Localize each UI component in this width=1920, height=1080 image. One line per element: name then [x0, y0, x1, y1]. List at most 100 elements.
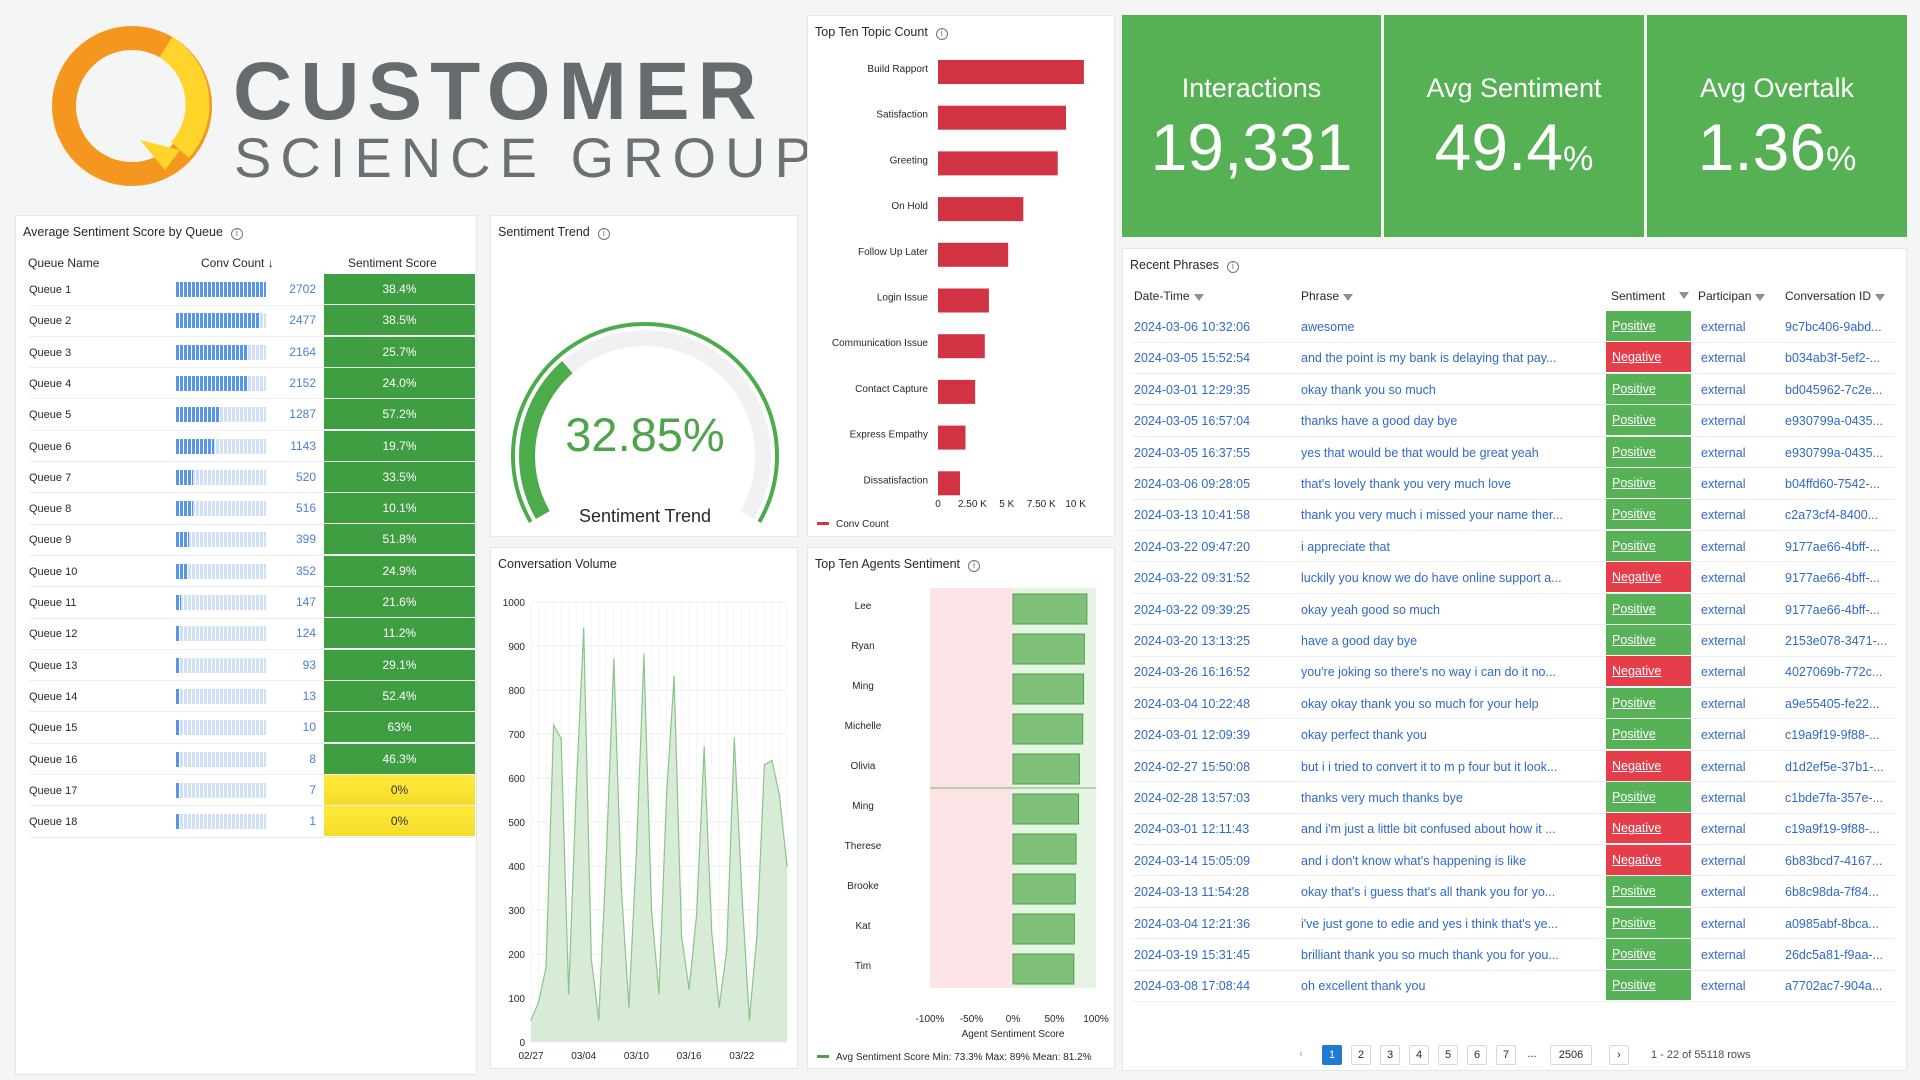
table-row[interactable]: 2024-03-04 12:21:36 i've just gone to edi… — [1123, 907, 1903, 940]
table-row[interactable]: 2024-02-28 13:57:03 thanks very much than… — [1123, 782, 1903, 814]
phrase-link[interactable]: i've just gone to edie and yes i think t… — [1301, 916, 1559, 931]
table-row[interactable]: 2024-03-19 15:31:45 brilliant thank you s… — [1123, 939, 1903, 971]
phrase-link[interactable]: thank you very much i missed your name t… — [1301, 508, 1563, 523]
page-button-7[interactable]: 7 — [1496, 1045, 1516, 1065]
conversation-id-link[interactable]: d1d2ef5e-37b1-... — [1785, 759, 1884, 774]
sentiment-badge[interactable]: Positive — [1606, 970, 1691, 1001]
sentiment-badge[interactable]: Positive — [1606, 939, 1691, 969]
conversation-id-link[interactable]: c1bde7fa-357e-... — [1785, 791, 1883, 805]
column-header-conversation-id[interactable]: Conversation ID — [1785, 289, 1886, 303]
page-button-5[interactable]: 5 — [1438, 1045, 1458, 1065]
conversation-id-link[interactable]: 2153e078-3471-... — [1785, 634, 1888, 648]
datetime-link[interactable]: 2024-03-20 13:13:25 — [1134, 634, 1251, 648]
datetime-link[interactable]: 2024-02-28 13:57:03 — [1134, 791, 1251, 805]
participant-link[interactable]: external — [1701, 602, 1746, 617]
sentiment-badge[interactable]: Negative — [1606, 562, 1691, 593]
conversation-id-link[interactable]: 6b8c98da-7f84... — [1785, 885, 1879, 900]
sentiment-badge[interactable]: Positive — [1606, 687, 1691, 718]
sentiment-badge[interactable]: Negative — [1606, 656, 1691, 687]
table-row[interactable]: 2024-03-22 09:47:20 i appreciate that Posi… — [1123, 530, 1903, 563]
table-row[interactable]: 2024-03-05 15:52:54 and the point is my b… — [1123, 342, 1903, 374]
page-button-1[interactable]: 1 — [1322, 1045, 1342, 1065]
sentiment-badge[interactable]: Positive — [1606, 436, 1691, 467]
phrase-link[interactable]: and i'm just a little bit confused about… — [1301, 822, 1556, 837]
conversation-id-link[interactable]: 9c7bc406-9abd... — [1785, 320, 1882, 334]
next-page-button[interactable]: › — [1609, 1045, 1629, 1065]
phrase-link[interactable]: okay okay thank you so much for your hel… — [1301, 696, 1539, 711]
info-icon[interactable]: i — [230, 228, 243, 240]
phrase-link[interactable]: okay perfect thank you — [1301, 728, 1427, 743]
conversation-id-link[interactable]: a0985abf-8bca... — [1785, 916, 1879, 931]
conversation-id-link[interactable]: c19a9f19-9f88-... — [1785, 822, 1880, 837]
phrase-link[interactable]: thanks have a good day bye — [1301, 414, 1458, 429]
sentiment-badge[interactable]: Negative — [1606, 342, 1691, 373]
sentiment-badge[interactable]: Positive — [1606, 468, 1691, 498]
table-row[interactable]: 2024-03-05 16:37:55 yes that would be tha… — [1123, 436, 1903, 469]
participant-link[interactable]: external — [1701, 979, 1746, 994]
participant-link[interactable]: external — [1701, 508, 1746, 523]
table-row[interactable]: 2024-03-20 13:13:25 have a good day bye Po… — [1123, 625, 1903, 657]
participant-link[interactable]: external — [1701, 571, 1746, 586]
table-row[interactable]: 2024-03-05 16:57:04 thanks have a good da… — [1123, 405, 1903, 437]
participant-link[interactable]: external — [1701, 822, 1746, 837]
filter-icon[interactable] — [1875, 294, 1886, 301]
column-header-conv-count[interactable]: Conv Count ↓ — [201, 256, 274, 270]
participant-link[interactable]: external — [1701, 351, 1746, 366]
conversation-id-link[interactable]: c19a9f19-9f88-... — [1785, 728, 1880, 743]
conversation-id-link[interactable]: a7702ac7-904a... — [1785, 979, 1883, 994]
conversation-id-link[interactable]: 6b83bcd7-4167... — [1785, 853, 1883, 868]
table-row[interactable]: 2024-03-08 17:08:44 oh excellent thank yo… — [1123, 970, 1903, 1002]
sentiment-badge[interactable]: Positive — [1606, 373, 1691, 404]
datetime-link[interactable]: 2024-03-08 17:08:44 — [1134, 979, 1251, 994]
filter-icon[interactable] — [1343, 294, 1354, 301]
participant-link[interactable]: external — [1701, 885, 1746, 900]
info-icon[interactable]: i — [968, 560, 981, 572]
participant-link[interactable]: external — [1701, 414, 1746, 429]
filter-icon[interactable] — [1193, 294, 1204, 301]
sentiment-badge[interactable]: Positive — [1606, 876, 1691, 907]
datetime-link[interactable]: 2024-03-01 12:09:39 — [1134, 728, 1251, 743]
phrase-link[interactable]: okay thank you so much — [1301, 382, 1436, 397]
participant-link[interactable]: external — [1701, 665, 1746, 680]
datetime-link[interactable]: 2024-03-22 09:31:52 — [1134, 571, 1251, 586]
datetime-link[interactable]: 2024-03-13 10:41:58 — [1134, 508, 1251, 523]
datetime-link[interactable]: 2024-03-04 12:21:36 — [1134, 916, 1251, 931]
phrase-link[interactable]: thanks very much thanks bye — [1301, 791, 1463, 805]
phrase-link[interactable]: okay that's i guess that's all thank you… — [1301, 885, 1556, 900]
page-button-last[interactable]: 2506 — [1550, 1045, 1592, 1065]
participant-link[interactable]: external — [1701, 759, 1746, 774]
phrase-link[interactable]: that's lovely thank you very much love — [1301, 477, 1512, 491]
datetime-link[interactable]: 2024-03-06 09:28:05 — [1134, 477, 1251, 491]
participant-link[interactable]: external — [1701, 791, 1746, 805]
table-row[interactable]: 2024-02-27 15:50:08 but i i tried to conv… — [1123, 750, 1903, 783]
phrase-link[interactable]: brilliant thank you so much thank you fo… — [1301, 948, 1559, 962]
participant-link[interactable]: external — [1701, 853, 1746, 868]
sentiment-badge[interactable]: Positive — [1606, 719, 1691, 750]
conversation-id-link[interactable]: e930799a-0435... — [1785, 445, 1884, 460]
datetime-link[interactable]: 2024-03-22 09:39:25 — [1134, 602, 1251, 617]
page-button-2[interactable]: 2 — [1351, 1045, 1371, 1065]
phrase-link[interactable]: and the point is my bank is delaying tha… — [1301, 351, 1557, 366]
datetime-link[interactable]: 2024-02-27 15:50:08 — [1134, 759, 1251, 774]
sentiment-badge[interactable]: Positive — [1606, 593, 1691, 624]
datetime-link[interactable]: 2024-03-05 15:52:54 — [1134, 351, 1251, 366]
column-header-sentiment[interactable]: Sentiment — [1611, 289, 1666, 303]
column-header-sentiment-score[interactable]: Sentiment Score — [348, 256, 437, 270]
conversation-id-link[interactable]: 9177ae66-4bff-... — [1785, 602, 1880, 617]
conversation-id-link[interactable]: 26dc5a81-f9aa-... — [1785, 948, 1883, 962]
phrase-link[interactable]: you're joking so there's no way i can do… — [1301, 665, 1556, 680]
phrase-link[interactable]: have a good day bye — [1301, 634, 1418, 648]
phrase-link[interactable]: oh excellent thank you — [1301, 979, 1426, 994]
sentiment-badge[interactable]: Positive — [1606, 530, 1691, 561]
phrase-link[interactable]: yes that would be that would be great ye… — [1301, 445, 1539, 460]
datetime-link[interactable]: 2024-03-06 10:32:06 — [1134, 320, 1251, 334]
conversation-id-link[interactable]: b04ffd60-7542-... — [1785, 477, 1880, 491]
participant-link[interactable]: external — [1701, 539, 1746, 554]
filter-icon[interactable] — [1755, 294, 1766, 301]
phrase-link[interactable]: okay yeah good so much — [1301, 602, 1440, 617]
prev-page-button[interactable]: ‹ — [1291, 1045, 1311, 1065]
table-row[interactable]: 2024-03-04 10:22:48 okay okay thank you s… — [1123, 687, 1903, 720]
column-header-queue-name[interactable]: Queue Name — [28, 256, 100, 270]
table-row[interactable]: 2024-03-22 09:31:52 luckily you know we d… — [1123, 562, 1903, 594]
conversation-id-link[interactable]: 4027069b-772c... — [1785, 665, 1883, 680]
